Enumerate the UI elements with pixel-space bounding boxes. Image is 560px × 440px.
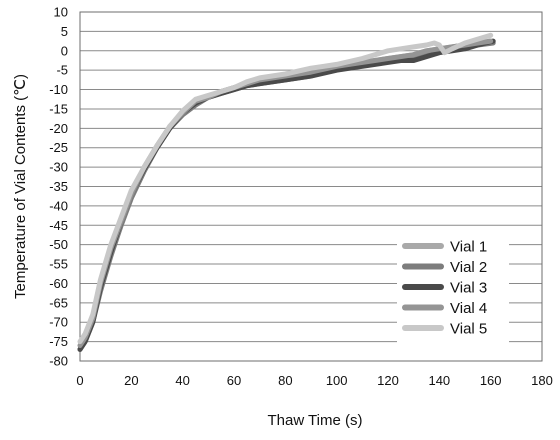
y-tick-label: -50 xyxy=(49,237,68,252)
legend-label: Vial 4 xyxy=(450,300,487,317)
x-tick-label: 160 xyxy=(480,373,502,388)
x-axis-title: Thaw Time (s) xyxy=(267,412,362,429)
y-tick-label: -10 xyxy=(49,82,68,97)
legend-label: Vial 3 xyxy=(450,280,487,297)
y-axis-title: Temperature of Vial Contents (℃) xyxy=(12,74,29,299)
x-tick-label: 100 xyxy=(326,373,348,388)
x-axis-tick-labels: 0 20 40 60 80 100 120 140 160 180 xyxy=(76,373,552,388)
plot-area-frame xyxy=(79,11,543,362)
y-tick-label: -35 xyxy=(49,179,68,194)
legend-label: Vial 2 xyxy=(450,259,487,276)
x-tick-label: 140 xyxy=(428,373,450,388)
x-tick-label: 120 xyxy=(377,373,399,388)
y-tick-label: -15 xyxy=(49,101,68,116)
y-tick-label: -5 xyxy=(56,63,68,78)
x-tick-label: 0 xyxy=(76,373,83,388)
y-tick-label: -55 xyxy=(49,257,68,272)
series-lines xyxy=(77,32,496,352)
x-tick-label: 80 xyxy=(278,373,292,388)
legend-label: Vial 5 xyxy=(450,321,487,338)
y-tick-label: -30 xyxy=(49,160,68,175)
y-axis-tick-labels: 10 5 0 -5 -10 -15 -20 -25 -30 -35 -40 -45 -50 -55 -60 -… xyxy=(49,5,68,369)
y-tick-label: -60 xyxy=(49,276,68,291)
legend-label: Vial 1 xyxy=(450,239,487,256)
y-tick-label: -65 xyxy=(49,295,68,310)
y-tick-label: -80 xyxy=(49,354,68,369)
series-line-vial-5 xyxy=(77,32,494,345)
y-tick-label: 0 xyxy=(61,43,68,58)
y-tick-label: -45 xyxy=(49,218,68,233)
x-tick-label: 40 xyxy=(175,373,189,388)
y-tick-label: 5 xyxy=(61,24,68,39)
y-tick-label: -75 xyxy=(49,334,68,349)
legend: Vial 1 Vial 2 Vial 3 Vial 4 Vial 5 xyxy=(397,234,509,343)
y-tick-label: -70 xyxy=(49,315,68,330)
x-tick-label: 60 xyxy=(227,373,241,388)
y-tick-label: -25 xyxy=(49,140,68,155)
y-tick-label: -20 xyxy=(49,121,68,136)
y-tick-label: -40 xyxy=(49,198,68,213)
y-tick-label: 10 xyxy=(54,5,68,20)
x-tick-label: 20 xyxy=(124,373,138,388)
x-tick-label: 180 xyxy=(531,373,553,388)
